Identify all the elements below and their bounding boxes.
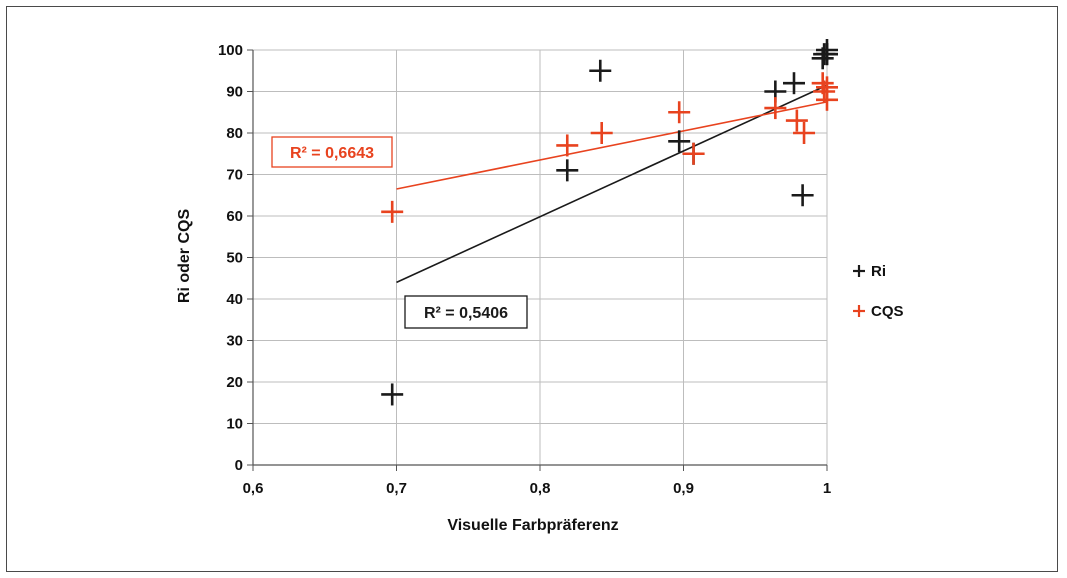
data-point-cqs	[793, 122, 816, 144]
x-axis-title: Visuelle Farbpräferenz	[447, 517, 618, 534]
legend-item-ri: Ri	[853, 263, 886, 280]
data-point-ri	[782, 72, 805, 95]
data-point-cqs	[668, 101, 691, 124]
legend-label: Ri	[871, 263, 886, 280]
y-tick-label: 30	[226, 333, 243, 350]
svg-text:R² = 0,5406: R² = 0,5406	[424, 305, 508, 322]
x-tick-label: 0,8	[530, 480, 551, 497]
data-point-cqs	[381, 200, 404, 223]
y-tick-label: 10	[226, 416, 243, 433]
data-point-ri	[589, 59, 612, 82]
data-point-cqs	[785, 109, 808, 132]
r2-labels: R² = 0,5406 R² = 0,6643	[271, 136, 528, 329]
x-tick-label: 0,7	[386, 480, 407, 497]
y-tick-label: 50	[226, 250, 243, 267]
legend-item-cqs: CQS	[853, 303, 904, 320]
y-tick-label: 60	[226, 208, 243, 225]
data-point-cqs	[590, 122, 613, 144]
y-tick-label: 0	[235, 457, 243, 474]
y-tick-label: 90	[226, 84, 243, 101]
legend: Ri CQS	[853, 263, 904, 320]
r2-label-ri: R² = 0,5406	[404, 295, 528, 329]
data-point-cqs	[556, 134, 579, 157]
svg-text:R² = 0,6643: R² = 0,6643	[290, 145, 374, 162]
data-point-ri	[381, 383, 404, 406]
data-point-ri	[668, 130, 691, 153]
y-tick-label: 80	[226, 125, 243, 142]
y-tick-label: 40	[226, 291, 243, 308]
legend-label: CQS	[871, 303, 904, 320]
data-point-ri	[816, 43, 838, 66]
data-point-cqs	[682, 142, 705, 165]
tick-labels: 0 10 20 30 40 50 60 70 80 90 100 0,6 0,7 0,8 0,9 1	[218, 42, 831, 497]
trendline-ri	[396, 84, 828, 284]
data-point-cqs	[764, 97, 787, 120]
y-axis-title: Ri oder CQS	[176, 209, 193, 304]
data-markers	[381, 39, 838, 406]
data-point-cqs	[816, 76, 838, 99]
y-tick-label: 100	[218, 42, 243, 59]
r2-label-cqs: R² = 0,6643	[271, 136, 393, 168]
y-tick-label: 70	[226, 167, 243, 184]
x-tick-label: 1	[823, 480, 831, 497]
axes	[247, 49, 828, 471]
trendlines	[396, 84, 828, 284]
trendline-cqs	[396, 101, 828, 190]
grid-lines	[252, 49, 828, 466]
x-tick-label: 0,9	[673, 480, 694, 497]
data-point-ri	[556, 159, 579, 182]
y-tick-label: 20	[226, 374, 243, 391]
chart-frame	[6, 6, 1058, 572]
data-point-ri	[791, 184, 814, 207]
x-tick-label: 0,6	[243, 480, 264, 497]
